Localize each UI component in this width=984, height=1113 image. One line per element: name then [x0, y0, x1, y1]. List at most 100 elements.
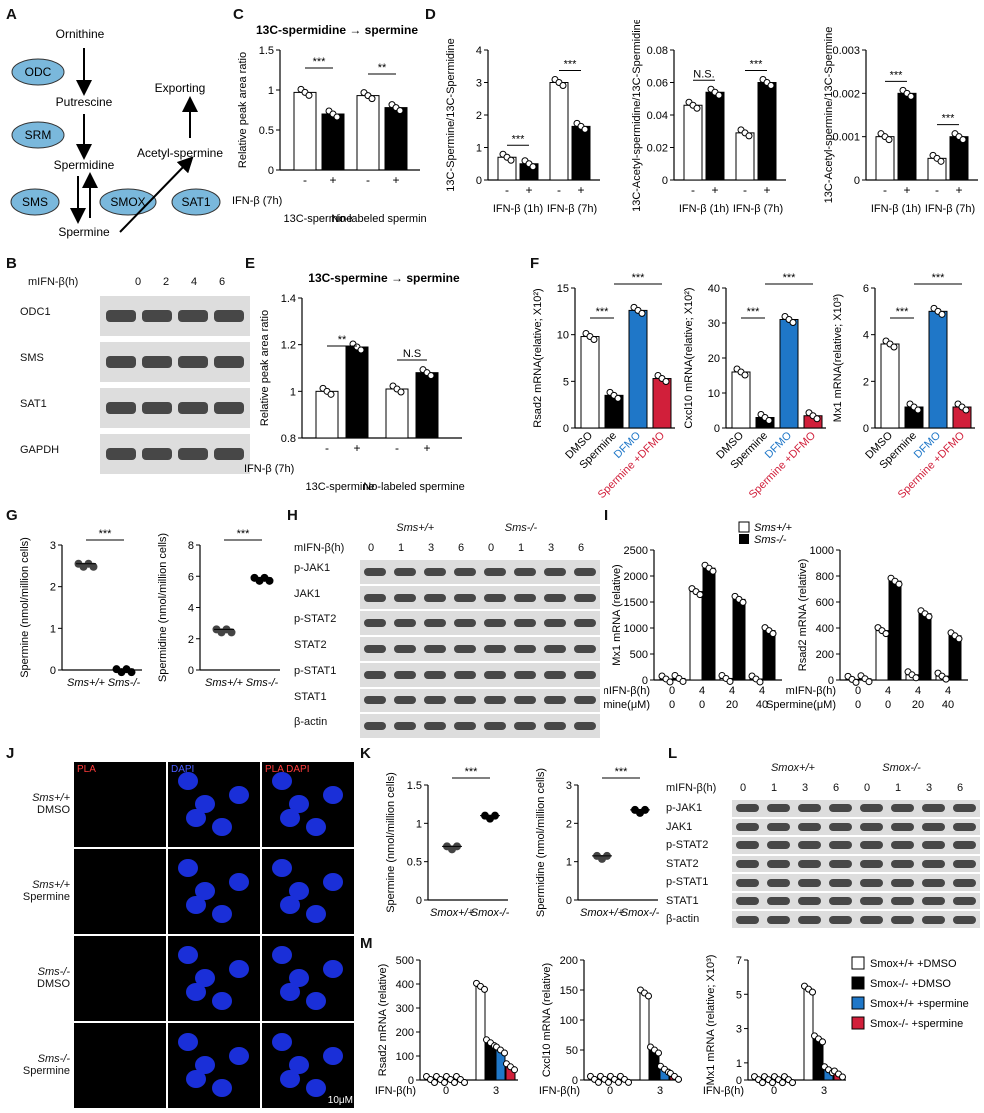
blot-ko: Sms-/-	[504, 522, 538, 534]
chart-f2-bar-point	[765, 417, 773, 424]
chart-e-bar-point	[427, 372, 435, 380]
nucleus	[280, 1070, 300, 1088]
chart-e-ytick-label: 1.2	[281, 340, 296, 352]
chart-c-group: No-labeled spermine	[331, 213, 427, 225]
blot-row: p-STAT2	[294, 613, 337, 626]
row1-label: 0	[669, 685, 675, 697]
blot-band	[214, 356, 244, 368]
chart-i2-bar	[948, 635, 962, 681]
blot-band	[544, 722, 566, 731]
blot-band	[424, 619, 446, 628]
sign-label: +	[329, 173, 336, 187]
row1-label: 0	[855, 685, 861, 697]
chart-k2-ytick-label: 2	[566, 818, 572, 830]
blot-band	[484, 567, 506, 576]
chart-c-bar-point	[333, 113, 341, 121]
chart-d1-bar-point	[529, 163, 537, 171]
chart-f2-bar-point	[813, 415, 821, 423]
sign-label: +	[353, 441, 360, 455]
chart-f3-bar-point	[890, 343, 898, 351]
blot-band	[142, 310, 172, 322]
nucleus	[229, 873, 249, 891]
chart-d2-bar-point	[767, 82, 775, 89]
chart-c-bar-point	[368, 95, 376, 103]
nucleus	[306, 818, 326, 836]
chart-d2-bar-point	[745, 132, 753, 140]
chart-d2-bar-point	[693, 104, 701, 112]
chart-i1-ytick-label: 500	[630, 649, 648, 661]
chart-i2-bar-point	[942, 675, 950, 683]
chart-m1-bar-point	[431, 1079, 438, 1087]
chart-m3-bar-point	[759, 1079, 766, 1087]
chart-i2-ytick-label: 600	[816, 597, 834, 609]
nucleus	[289, 969, 309, 987]
chart-d3-bar	[897, 92, 917, 181]
chart-m2-bar-point	[625, 1078, 632, 1086]
nucleus	[289, 882, 309, 900]
chart-m2-ytick-label: 200	[560, 955, 578, 967]
legend-swatch	[851, 1016, 865, 1030]
micrograph	[74, 1023, 166, 1108]
blot-band	[736, 897, 759, 906]
legend-label: Smox+/+ +DMSO	[870, 958, 957, 970]
blot-band	[544, 619, 566, 628]
blot-row: β-actin	[294, 716, 328, 729]
chart-d1-bar	[571, 125, 591, 181]
blot-row: STAT2	[666, 857, 699, 870]
chart-e-ytick-label: 1.4	[281, 293, 296, 305]
blot-time: 0	[368, 542, 375, 554]
chart-c-sig: ***	[313, 56, 327, 68]
blot-band	[922, 841, 945, 850]
blot-band	[574, 644, 596, 653]
blot-b-row: ODC1	[20, 306, 51, 318]
chart-i2-ytick-label: 400	[816, 623, 834, 635]
sign-label: +	[525, 183, 532, 197]
legend-swatch	[739, 534, 749, 544]
blot-strip	[732, 855, 980, 873]
legend-label: Smox+/+ +spermine	[870, 998, 969, 1010]
chart-k: 0 0.5 1 1.5 Spermine (nmol/million cells) ***…	[385, 766, 660, 919]
blot-band	[798, 804, 821, 813]
blot-strip	[732, 892, 980, 910]
chart-g-group: Sms+/+	[205, 677, 243, 689]
mic-row-label: Sms+/+ Spermine	[10, 879, 70, 903]
chart-d1-bar-point	[507, 156, 515, 164]
chart-d3-bar	[875, 136, 895, 181]
nucleus	[323, 1047, 343, 1065]
blot-time: 1	[518, 542, 525, 554]
nucleus	[306, 1079, 326, 1097]
sat1-label: SAT1	[181, 195, 210, 209]
blot-band	[860, 859, 883, 868]
blot-band	[142, 448, 172, 460]
blot-band	[484, 670, 506, 679]
blot-band	[798, 915, 821, 924]
chart-m2-bar	[639, 992, 650, 1081]
chart-k-sig: ***	[465, 766, 479, 778]
blot-band	[514, 644, 536, 653]
nucleus	[212, 905, 232, 923]
chart-c-bar-point	[305, 91, 313, 99]
blot-ko: Smox-/-	[882, 762, 921, 774]
blot-strip	[360, 662, 600, 687]
chart-i1-ytick-label: 1500	[624, 597, 648, 609]
chart-i1-bar	[732, 598, 746, 681]
blot-band	[891, 859, 914, 868]
chart-m1-ytick-label: 500	[396, 955, 414, 967]
blot-strip	[732, 800, 980, 817]
blot-band	[394, 696, 416, 705]
nucleus	[323, 873, 343, 891]
exporting-label: Exporting	[155, 81, 206, 95]
blot-band	[394, 670, 416, 679]
blot-strip	[360, 585, 600, 610]
chart-f2-ytick-label: 20	[708, 353, 720, 365]
blot-time: 1	[398, 542, 405, 554]
chart-m2-bar-point	[645, 992, 652, 1000]
blot-band	[953, 822, 976, 831]
blot-band	[454, 722, 476, 731]
chart-i1-bar-point	[756, 678, 764, 686]
chart-i1-bar-point	[696, 591, 704, 599]
chart-e-group: No-labeled spermine	[363, 481, 465, 493]
chart-e-bar-point	[397, 388, 405, 396]
chart-f3-ytick-label: 0	[863, 423, 869, 435]
chart-m3-bar-point	[819, 1038, 826, 1046]
